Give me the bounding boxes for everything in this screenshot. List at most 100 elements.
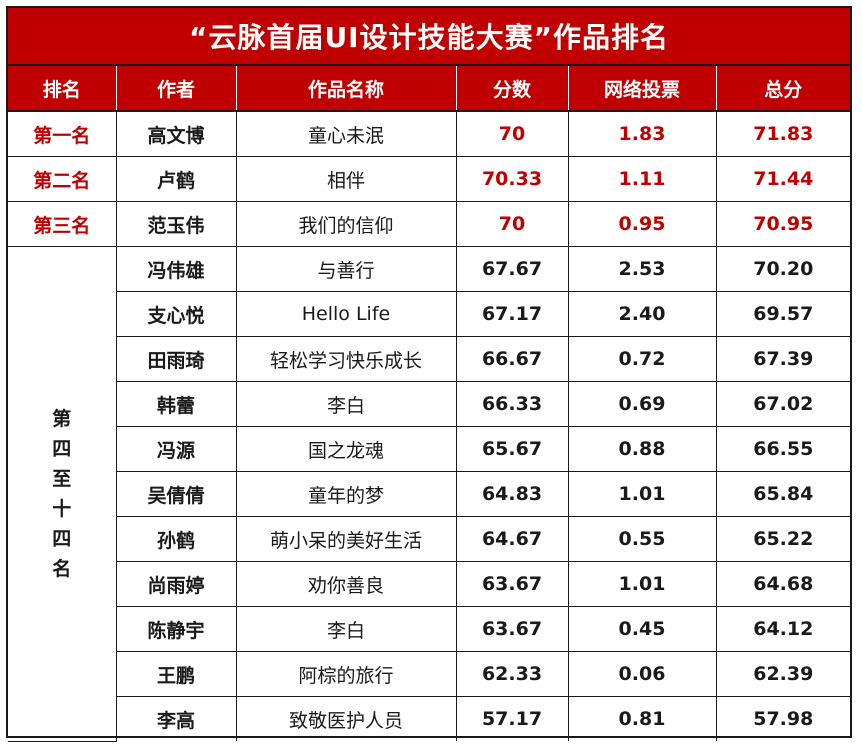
work-cell: 我们的信仰 (235, 201, 457, 247)
vote-cell: 0.72 (567, 336, 717, 382)
rank-cell: 第三名 (8, 201, 117, 247)
work-cell: 李白 (235, 381, 457, 427)
work-cell: 李白 (235, 606, 457, 652)
author-cell: 冯源 (116, 426, 237, 472)
author-cell: 韩蕾 (116, 381, 237, 427)
score-cell: 63.67 (455, 606, 569, 652)
total-cell: 64.12 (715, 606, 851, 652)
total-cell: 71.44 (715, 156, 851, 202)
group-rank-char: 四 (52, 527, 72, 550)
work-cell: 与善行 (235, 246, 457, 292)
table-row: 孙鹤 萌小呆的美好生活 64.67 0.55 65.22 (8, 516, 851, 562)
table-row: 第三名 范玉伟 我们的信仰 70 0.95 70.95 (8, 201, 851, 247)
author-cell: 尚雨婷 (116, 561, 237, 607)
table-row: 韩蕾 李白 66.33 0.69 67.02 (8, 381, 851, 427)
author-cell: 范玉伟 (115, 201, 237, 247)
score-cell: 64.67 (455, 516, 569, 562)
vote-cell: 0.88 (567, 426, 717, 472)
table-row: 田雨琦 轻松学习快乐成长 66.67 0.72 67.39 (8, 336, 851, 382)
table-row: 尚雨婷 劝你善良 63.67 1.01 64.68 (8, 561, 851, 607)
score-cell: 67.17 (455, 291, 569, 337)
total-cell: 69.57 (715, 291, 851, 337)
total-cell: 62.39 (715, 651, 851, 697)
rank-cell: 第二名 (8, 156, 117, 202)
score-cell: 70.33 (455, 156, 569, 202)
group-rank-char: 至 (52, 467, 72, 490)
author-cell: 陈静宇 (116, 606, 237, 652)
work-cell: 阿棕的旅行 (235, 651, 457, 697)
score-cell: 66.33 (455, 381, 569, 427)
group-rank-cell: 第 四 至 十 四 名 (8, 246, 117, 742)
work-cell: 萌小呆的美好生活 (235, 516, 457, 562)
vote-cell: 0.81 (567, 696, 717, 741)
rank-cell: 第一名 (8, 110, 117, 157)
work-cell: 相伴 (235, 156, 457, 202)
work-cell: 国之龙魂 (235, 426, 457, 472)
score-cell: 63.67 (455, 561, 569, 607)
group-rank-char: 十 (52, 497, 72, 520)
total-cell: 66.55 (715, 426, 851, 472)
table-row: 冯源 国之龙魂 65.67 0.88 66.55 (8, 426, 851, 472)
score-cell: 70 (455, 110, 569, 157)
header-author: 作者 (115, 65, 237, 112)
author-cell: 孙鹤 (116, 516, 237, 562)
author-cell: 支心悦 (116, 291, 237, 337)
table-row: 王鹏 阿棕的旅行 62.33 0.06 62.39 (8, 651, 851, 697)
author-cell: 李高 (116, 696, 237, 741)
score-cell: 70 (455, 201, 569, 247)
group-rank-char: 四 (52, 437, 72, 460)
vote-cell: 2.40 (567, 291, 717, 337)
score-cell: 65.67 (455, 426, 569, 472)
total-cell: 65.84 (715, 471, 851, 517)
work-cell: 轻松学习快乐成长 (235, 336, 457, 382)
vote-cell: 1.11 (567, 156, 717, 202)
score-cell: 62.33 (455, 651, 569, 697)
header-row: 排名 作者 作品名称 分数 网络投票 总分 (8, 65, 851, 112)
vote-cell: 2.53 (567, 246, 717, 292)
author-cell: 吴倩倩 (116, 471, 237, 517)
table-row: 支心悦 Hello Life 67.17 2.40 69.57 (8, 291, 851, 337)
score-cell: 67.67 (455, 246, 569, 292)
score-cell: 64.83 (455, 471, 569, 517)
total-cell: 67.39 (715, 336, 851, 382)
ranking-table-frame: “云脉首届UI设计技能大赛”作品排名 排名 作者 作品名称 分数 网络投票 总分… (6, 6, 852, 742)
work-cell: 童年的梦 (235, 471, 457, 517)
work-cell: 童心未泯 (235, 110, 457, 157)
header-rank: 排名 (8, 65, 117, 112)
table-row: 李高 致敬医护人员 57.17 0.81 57.98 (8, 696, 851, 741)
table-row: 第二名 卢鹤 相伴 70.33 1.11 71.44 (8, 156, 851, 202)
title-row: “云脉首届UI设计技能大赛”作品排名 (8, 8, 851, 66)
table-row: 第一名 高文博 童心未泯 70 1.83 71.83 (8, 110, 851, 157)
vote-cell: 0.55 (567, 516, 717, 562)
total-cell: 70.95 (715, 201, 851, 247)
score-cell: 66.67 (455, 336, 569, 382)
header-score: 分数 (455, 65, 569, 112)
total-cell: 71.83 (715, 110, 851, 157)
author-cell: 田雨琦 (116, 336, 237, 382)
table-row: 第 四 至 十 四 名 冯伟雄 与善行 67.67 2.53 70.20 (8, 246, 851, 742)
score-cell: 57.17 (455, 696, 569, 741)
vote-cell: 1.01 (567, 471, 717, 517)
vote-cell: 0.45 (567, 606, 717, 652)
header-vote: 网络投票 (567, 65, 717, 112)
author-cell: 卢鹤 (115, 156, 237, 202)
work-cell: 劝你善良 (235, 561, 457, 607)
vote-cell: 1.83 (567, 110, 717, 157)
author-cell: 高文博 (115, 110, 237, 157)
total-cell: 57.98 (715, 696, 851, 741)
vote-cell: 0.06 (567, 651, 717, 697)
total-cell: 70.20 (715, 246, 851, 292)
ranking-table: “云脉首届UI设计技能大赛”作品排名 排名 作者 作品名称 分数 网络投票 总分… (8, 8, 851, 742)
header-work: 作品名称 (235, 65, 457, 112)
total-cell: 65.22 (715, 516, 851, 562)
group-rank-char: 第 (52, 407, 72, 430)
author-cell: 王鹏 (116, 651, 237, 697)
total-cell: 64.68 (715, 561, 851, 607)
vote-cell: 0.69 (567, 381, 717, 427)
total-cell: 67.02 (715, 381, 851, 427)
author-cell: 冯伟雄 (115, 246, 237, 292)
table-row: 吴倩倩 童年的梦 64.83 1.01 65.84 (8, 471, 851, 517)
group-rank-char: 名 (52, 557, 72, 580)
header-total: 总分 (715, 65, 851, 112)
work-cell: 致敬医护人员 (235, 696, 457, 741)
